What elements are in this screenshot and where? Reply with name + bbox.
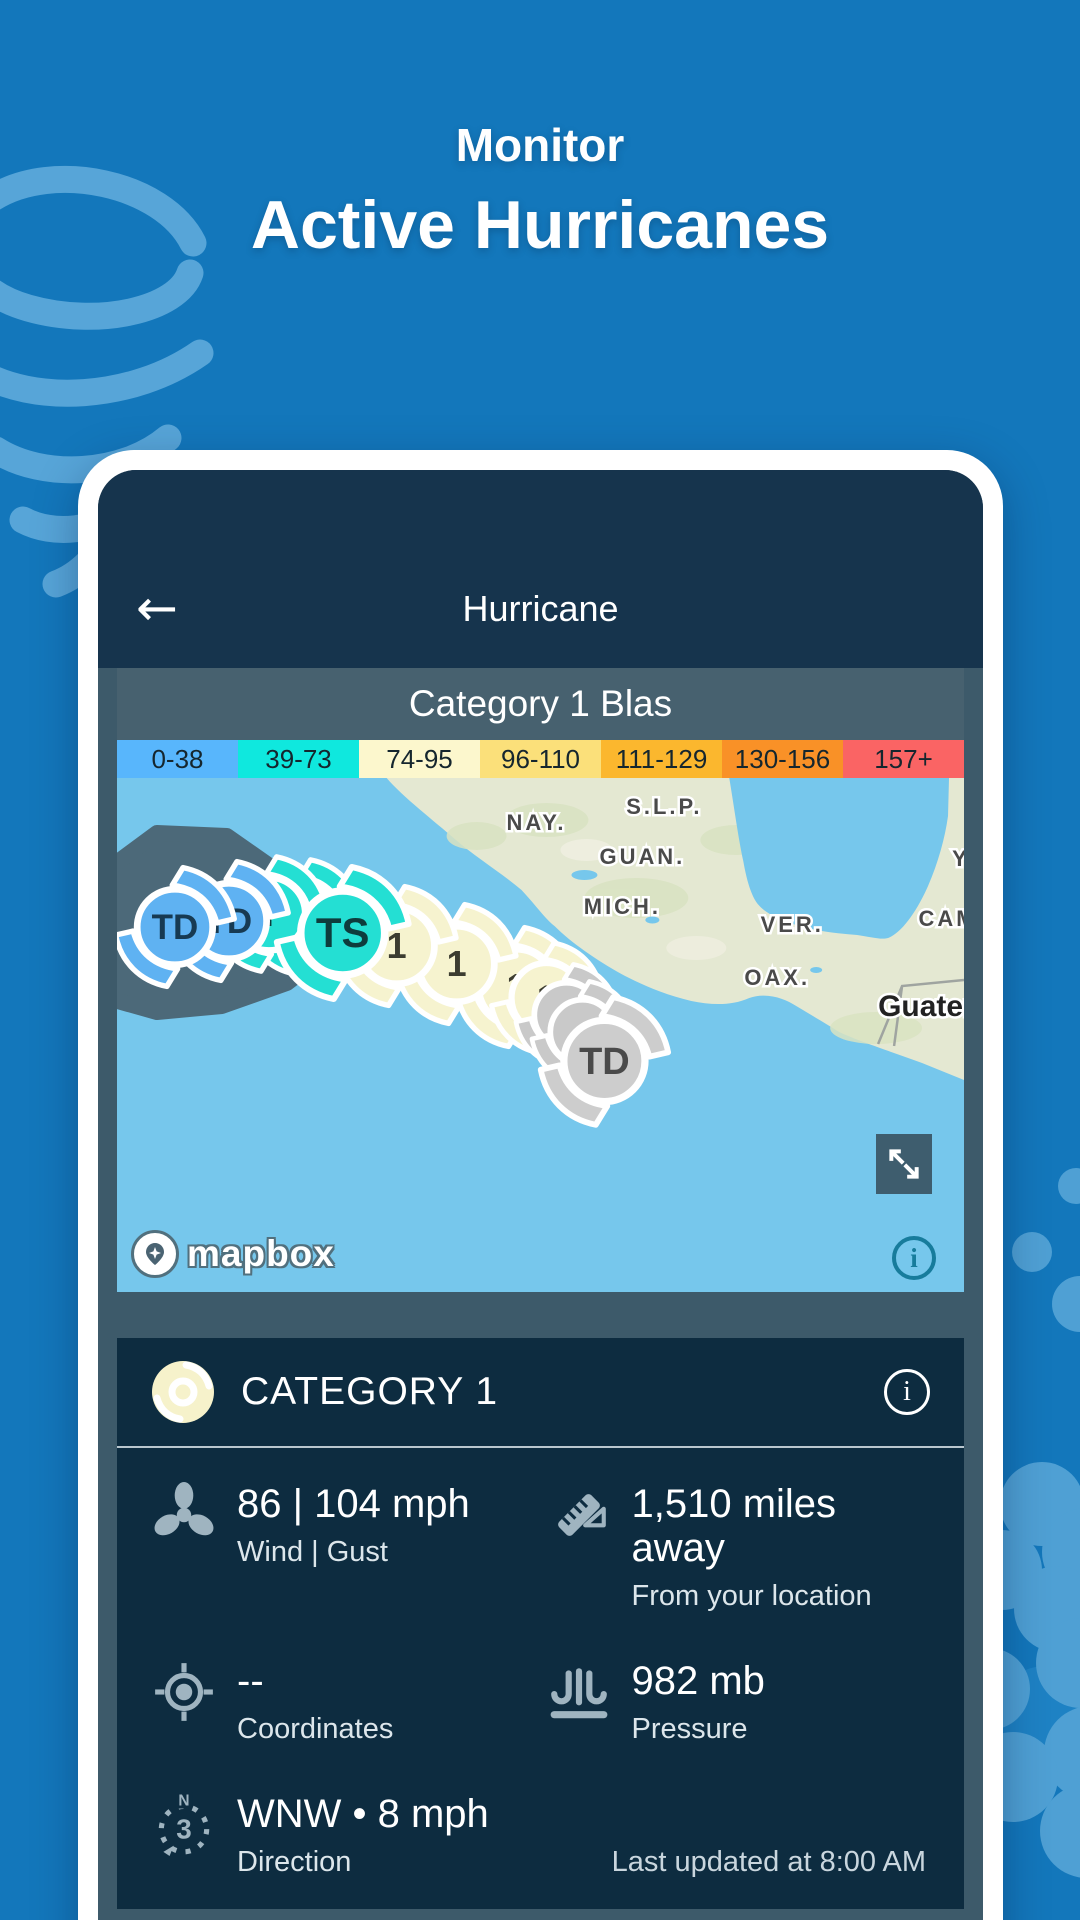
direction-compass-icon: N 3 [158, 1792, 210, 1856]
phone-frame: ← Hurricane Category 1 Blas 0-38 39-73 7… [78, 450, 1003, 1920]
stat-label: Pressure [631, 1713, 748, 1745]
svg-text:N: N [178, 1792, 189, 1809]
pressure-icon [550, 1668, 607, 1719]
wind-scale-legend: 0-38 39-73 74-95 96-110 111-129 130-156 … [117, 740, 964, 778]
scale-segment: 0-38 [117, 740, 238, 778]
stat-distance: 1,510 miles away From your location [546, 1482, 931, 1613]
region-label: Guatema [878, 990, 964, 1023]
stat-value: 86 | 104 mph [237, 1482, 470, 1526]
back-button[interactable]: ← [136, 578, 196, 638]
wind-fan-icon [154, 1482, 214, 1536]
app-header: ← Hurricane [98, 470, 983, 668]
lakes [571, 870, 823, 973]
divider [117, 1446, 964, 1448]
stats-grid: 86 | 104 mph Wind | Gust [117, 1448, 964, 1879]
svg-text:3: 3 [176, 1813, 191, 1844]
crosshair-icon [155, 1663, 213, 1721]
region-label: NAY. [507, 810, 567, 835]
country-border [876, 978, 964, 1047]
hero: Monitor Active Hurricanes [0, 118, 1080, 264]
storm-card-header: CATEGORY 1 i [117, 1338, 964, 1446]
gulf-water [729, 778, 950, 939]
region-label: OAX. [744, 965, 810, 990]
stat-value: 1,510 miles away [631, 1482, 837, 1570]
expand-icon [889, 1149, 919, 1179]
region-label: MICH. [584, 894, 661, 919]
stat-direction: N 3 WNW • 8 mph Direction [151, 1792, 536, 1879]
scale-segment: 39-73 [238, 740, 359, 778]
region-label: CAM [919, 906, 964, 931]
svg-text:TD: TD [579, 1041, 630, 1083]
map-canvas: S.L.P. NAY. GUAN. MICH. VER. OAX. Y CAM … [117, 778, 964, 1292]
last-updated: Last updated at 8:00 AM [611, 1846, 926, 1878]
stat-value: 982 mb [631, 1659, 765, 1703]
scale-segment: 130-156 [722, 740, 843, 778]
stat-value: WNW • 8 mph [237, 1792, 489, 1836]
stat-label: Coordinates [237, 1713, 394, 1745]
mapbox-wordmark: mapbox [187, 1233, 335, 1274]
hero-title: Active Hurricanes [250, 187, 830, 263]
storm-track: 1 1 1 1 T [117, 857, 668, 1125]
ruler-icon [557, 1494, 606, 1536]
region-label: Y [952, 846, 964, 871]
svg-text:1: 1 [447, 943, 467, 984]
svg-text:1: 1 [387, 925, 407, 966]
mapbox-logo[interactable]: mapbox [131, 1230, 335, 1278]
stat-label: Wind | Gust [237, 1536, 388, 1568]
mapbox-pin-icon [131, 1230, 179, 1278]
stat-pressure: 982 mb Pressure [546, 1659, 931, 1746]
category-title: CATEGORY 1 [241, 1370, 499, 1413]
stat-label: From your location [631, 1580, 872, 1612]
storm-info-card: CATEGORY 1 i [117, 1338, 964, 1909]
scale-segment: 157+ [843, 740, 964, 778]
stat-value: -- [237, 1659, 264, 1703]
header-title: Hurricane [462, 588, 619, 629]
scale-segment: 96-110 [480, 740, 601, 778]
stat-wind: 86 | 104 mph Wind | Gust [151, 1482, 536, 1613]
map-info-button[interactable]: i [892, 1236, 936, 1280]
expand-map-button[interactable] [876, 1134, 932, 1194]
hurricane-map[interactable]: S.L.P. NAY. GUAN. MICH. VER. OAX. Y CAM … [117, 778, 964, 1292]
region-label: VER. [761, 912, 824, 937]
svg-text:TD: TD [152, 908, 199, 947]
category-info-button[interactable]: i [884, 1369, 930, 1415]
phone-screen: ← Hurricane Category 1 Blas 0-38 39-73 7… [98, 470, 983, 1920]
scale-segment: 111-129 [601, 740, 722, 778]
region-labels: S.L.P. NAY. GUAN. MICH. VER. OAX. Y CAM … [504, 791, 964, 1025]
hero-kicker: Monitor [455, 119, 625, 171]
region-label: GUAN. [600, 844, 686, 869]
region-label: S.L.P. [626, 794, 702, 819]
storm-map-card: Category 1 Blas 0-38 39-73 74-95 96-110 … [117, 668, 964, 1292]
info-icon: i [910, 1242, 918, 1273]
stat-label: Direction [237, 1846, 352, 1878]
info-icon: i [903, 1376, 911, 1407]
storm-title: Category 1 Blas [117, 668, 964, 740]
scale-segment: 74-95 [359, 740, 480, 778]
svg-text:TS: TS [316, 909, 370, 956]
hurricane-category-badge-icon [152, 1361, 214, 1423]
stat-coordinates: -- Coordinates [151, 1659, 536, 1746]
